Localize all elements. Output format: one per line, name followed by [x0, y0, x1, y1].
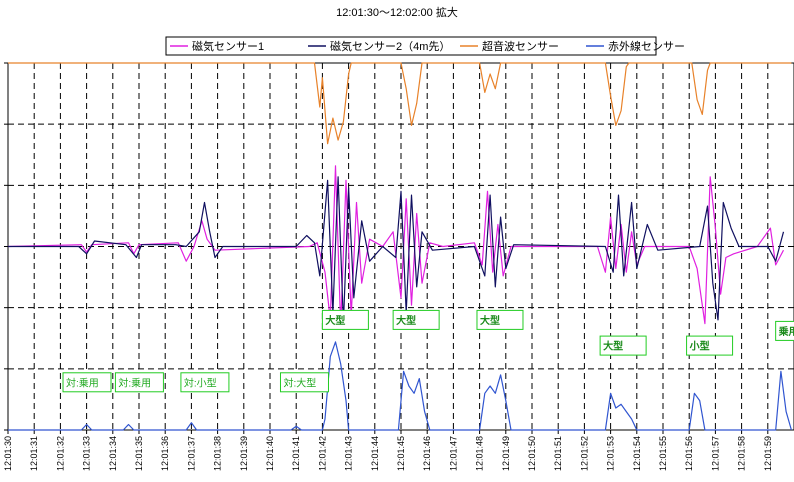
annotation-box	[279, 372, 329, 393]
plot-area: 12:01:30 12:01:31 12:01:32 12:01:33 12:01:34…	[3, 62, 794, 471]
annotation-label: 乗用	[778, 325, 794, 338]
x-tick-label: 12:01:52	[579, 436, 589, 471]
x-tick-label: 12:01:50	[527, 436, 537, 471]
annotation-box	[180, 372, 230, 393]
x-tick-label: 12:01:36	[160, 436, 170, 471]
x-tick-label: 12:01:55	[658, 436, 668, 471]
annotation-box	[321, 309, 369, 330]
x-tick-label: 12:01:47	[448, 436, 458, 471]
x-tick-label: 12:01:40	[265, 436, 275, 471]
legend-entry: 赤外線センサー	[608, 39, 685, 53]
x-tick-label: 12:01:30	[3, 436, 13, 471]
x-tick-label: 12:01:49	[501, 436, 511, 471]
annotation-label: 大型	[325, 314, 345, 327]
x-tick-label: 12:01:58	[737, 436, 747, 471]
annotation-label: 大型	[603, 340, 623, 353]
x-tick-label: 12:01:45	[396, 436, 406, 471]
annotation-box	[686, 335, 734, 356]
x-tick-label: 12:01:38	[213, 436, 223, 471]
series-line-1	[7, 165, 785, 328]
x-tick-label: 12:01:57	[710, 436, 720, 471]
x-tick-label: 12:01:51	[553, 436, 563, 471]
legend-entry: 磁気センサー1	[192, 39, 264, 53]
x-tick-label: 12:01:31	[29, 436, 39, 471]
annotation-label: 対:乗用	[66, 376, 99, 389]
x-tick-label: 12:01:33	[82, 436, 92, 471]
x-tick-label: 12:01:54	[632, 436, 642, 471]
series-line-3	[8, 62, 792, 145]
x-tick-label: 12:01:34	[108, 436, 118, 471]
annotation-label: 大型	[396, 314, 416, 327]
annotation-box	[114, 372, 164, 393]
x-tick-label: 12:01:35	[134, 436, 144, 471]
annotation-box	[392, 309, 440, 330]
x-tick-label: 12:01:48	[475, 436, 485, 471]
x-tick-label: 12:01:41	[291, 436, 301, 471]
legend-entry: 超音波センサー	[482, 39, 559, 53]
x-tick-label: 12:01:44	[370, 436, 380, 471]
x-tick-label: 12:01:59	[763, 436, 773, 471]
x-tick-label: 12:01:46	[422, 436, 432, 471]
legend-frame	[165, 36, 657, 56]
legend: 磁気センサー1 磁気センサー2（4m先） 超音波センサー 赤外線センサー	[165, 36, 685, 56]
series-line-4	[8, 341, 792, 431]
chart-title: 12:01:30〜12:02:00 拡大	[336, 5, 458, 19]
x-tick-label: 12:01:53	[606, 436, 616, 471]
annotation-box	[775, 320, 794, 341]
x-tick-label: 12:01:42	[317, 436, 327, 471]
x-tick-label: 12:01:56	[684, 436, 694, 471]
annotation-label: 大型	[480, 314, 500, 327]
annotation-label: 小型	[689, 340, 710, 353]
annotation-box	[62, 372, 112, 393]
annotation-label: 対:小型	[184, 376, 217, 389]
annotation-box	[476, 309, 524, 330]
annotation-box	[599, 335, 647, 356]
annotation-label: 対:乗用	[118, 376, 151, 389]
x-tick-label: 12:01:37	[186, 436, 196, 471]
x-tick-label: 12:01:43	[344, 436, 354, 471]
legend-entry: 磁気センサー2（4m先）	[330, 39, 450, 53]
annotation-label: 対:大型	[283, 376, 316, 389]
x-tick-label: 12:01:32	[55, 436, 65, 471]
x-tick-label: 12:01:39	[239, 436, 249, 471]
